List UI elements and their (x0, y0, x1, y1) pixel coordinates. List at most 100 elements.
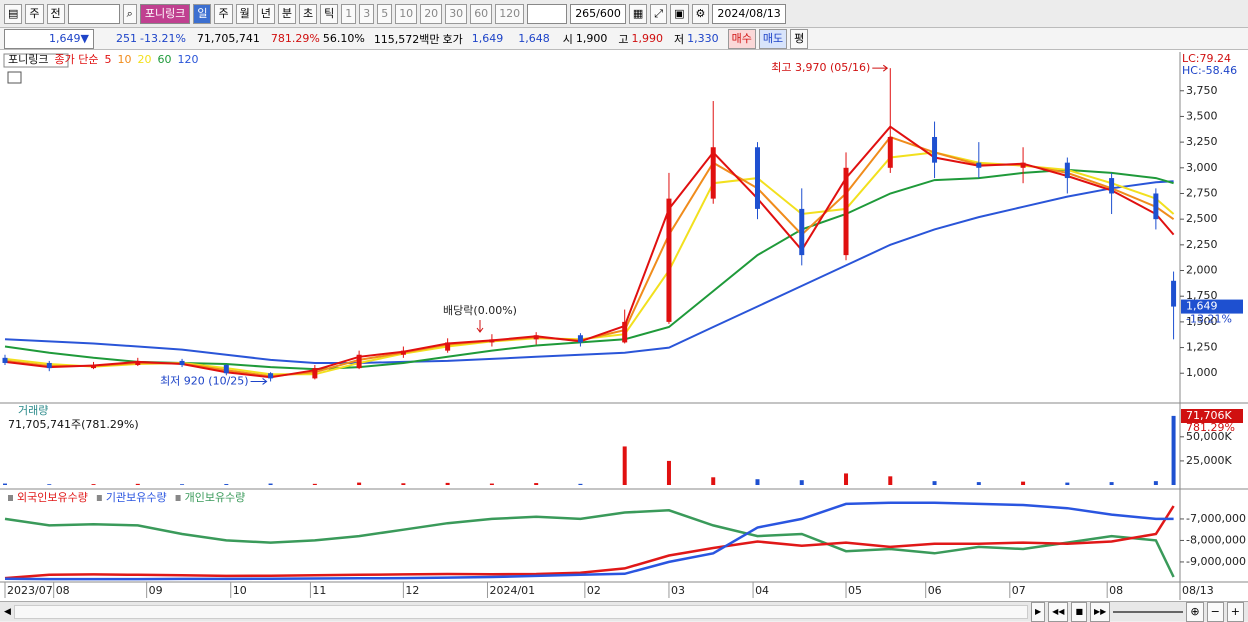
candle-body (533, 335, 539, 340)
volume-bar (401, 483, 406, 485)
tool-icon[interactable]: ⤢ (650, 3, 668, 24)
play-control[interactable]: ■ (1071, 601, 1088, 622)
interval[interactable]: 년 (256, 3, 275, 24)
minute[interactable]: 10 (395, 3, 418, 24)
legend-entry: 10 (117, 53, 131, 66)
volume-bar (357, 482, 362, 485)
custom-input[interactable] (527, 3, 568, 24)
hc-label: HC:-58.46 (1182, 64, 1237, 77)
stock-name[interactable]: 포니링크 (139, 3, 191, 24)
legend-entry: 개인보유수량 (185, 491, 246, 504)
sell-button[interactable]: 매도 (758, 28, 788, 49)
lc-label: LC:79.24 (1182, 52, 1231, 65)
interval[interactable]: 월 (235, 3, 254, 24)
y-tick-label: 1,500 (1186, 315, 1218, 328)
y-tick-label: 3,000 (1186, 161, 1218, 174)
low-label: 저 (674, 32, 685, 46)
high-annotation: 최고 3,970 (05/16) (771, 61, 870, 74)
minute[interactable]: 5 (377, 3, 393, 24)
volume-bar (932, 481, 937, 485)
avg-button[interactable]: 평 (790, 28, 809, 49)
volume-bar (135, 483, 140, 485)
minute[interactable]: 1 (341, 3, 357, 24)
date[interactable]: 2024/08/13 (712, 3, 786, 24)
volume-bar (1109, 482, 1114, 485)
volume: 71,705,741 (196, 32, 260, 45)
last-change: -13.21% (1186, 313, 1232, 326)
candle-body (577, 335, 583, 343)
zoom-icon[interactable]: + (1226, 601, 1244, 622)
ask-label: 호가 (442, 32, 463, 46)
ex-dividend-label: 배당락(0.00%) (443, 304, 517, 317)
scroll-right[interactable]: ▶ (1031, 601, 1046, 622)
price: 1,649▼ (4, 28, 94, 49)
volume-bar (976, 482, 981, 485)
candle-body (666, 198, 672, 322)
candle-body (268, 373, 274, 379)
series-line (4, 509, 1175, 578)
legend-marker (175, 495, 181, 501)
period-select[interactable]: 주 (25, 3, 44, 24)
bid: 1,648 (518, 32, 550, 45)
menu-icon[interactable]: ▤ (4, 3, 23, 24)
x-tick-label: 03 (671, 584, 685, 597)
volume-bar (1065, 482, 1070, 485)
last-price: 1,649 (1186, 300, 1218, 313)
legend-entry: 60 (157, 53, 171, 66)
minute[interactable]: 120 (495, 3, 525, 24)
last-price-box (1181, 299, 1243, 314)
tool-icon[interactable]: ▣ (670, 3, 689, 24)
play-control[interactable]: ▶▶ (1090, 601, 1111, 622)
volume-rate: 781.29% (270, 32, 320, 45)
minute[interactable]: 30 (445, 3, 468, 24)
candle-body (489, 339, 495, 343)
high-label: 고 (618, 32, 629, 46)
buy-button[interactable]: 매수 (727, 28, 756, 49)
end-date: 08/13 (1182, 584, 1214, 597)
volume-bar (534, 483, 539, 485)
interval[interactable]: 틱 (320, 3, 339, 24)
play-control[interactable]: ◀◀ (1048, 601, 1069, 622)
tool-icon[interactable]: ⚙ (691, 3, 710, 24)
x-tick-label: 04 (755, 584, 769, 597)
legend-marker (8, 495, 13, 501)
count[interactable]: 265/600 (570, 3, 626, 24)
y-tick-label: 50,000K (1186, 430, 1232, 443)
high: 1,990 (631, 32, 664, 45)
candle-body (400, 350, 406, 355)
zoom-slider[interactable] (1113, 610, 1184, 613)
low: 1,330 (687, 32, 719, 45)
candle-body (445, 342, 451, 351)
panel-icon[interactable] (7, 71, 22, 84)
candle-body (843, 167, 849, 256)
legend-entry: 120 (177, 53, 198, 66)
volume-bar (3, 483, 7, 485)
y-tick-label: -7,000,000 (1186, 512, 1246, 525)
candle-body (356, 354, 362, 369)
minute[interactable]: 60 (470, 3, 493, 24)
candle-body (2, 357, 8, 363)
panel-subtitle: 71,705,741주(781.29%) (8, 418, 139, 431)
tool-icon[interactable]: ▦ (628, 3, 648, 24)
candle-body (312, 368, 318, 379)
y-tick-label: 3,250 (1186, 135, 1218, 148)
minute[interactable]: 20 (420, 3, 443, 24)
legend-box (3, 53, 69, 68)
search-icon[interactable]: ⌕ (122, 3, 137, 24)
zoom-icon[interactable]: ⊕ (1186, 601, 1204, 622)
prev-select[interactable]: 전 (46, 3, 65, 24)
interval[interactable]: 분 (277, 3, 296, 24)
volume-bar (312, 483, 317, 485)
interval[interactable]: 일 (193, 3, 212, 24)
x-tick-label: 08 (1109, 584, 1123, 597)
stock-code[interactable]: 064800 (67, 3, 120, 24)
scroll-left[interactable]: ◀ (4, 606, 11, 617)
volume-bar (888, 476, 893, 485)
zoom-icon[interactable]: − (1206, 601, 1224, 622)
y-tick-label: 3,750 (1186, 84, 1218, 97)
scroll-track[interactable] (13, 604, 1028, 619)
interval[interactable]: 초 (298, 3, 318, 24)
amount: 115,572백만 (373, 32, 440, 46)
interval[interactable]: 주 (214, 3, 233, 24)
minute[interactable]: 3 (359, 3, 375, 24)
